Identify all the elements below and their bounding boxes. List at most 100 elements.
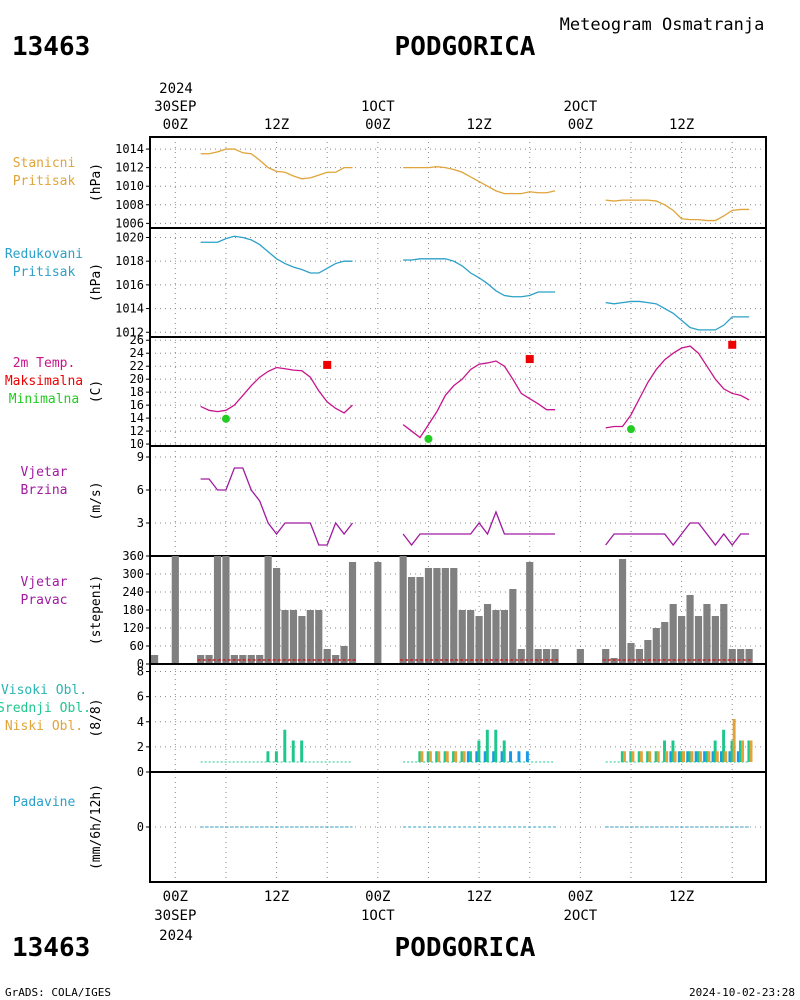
station-name-footer: PODGORICA: [395, 933, 536, 963]
bottom-date-label: 30SEP: [154, 908, 196, 924]
cloud-bar: [502, 740, 506, 762]
wind-dir-bar: [247, 655, 255, 664]
wind-dir-bar: [399, 556, 407, 664]
y-tick-label: 1006: [115, 216, 144, 230]
y-tick-label: 180: [122, 603, 144, 617]
wind-dir-bar: [635, 649, 644, 664]
tmin-marker: [424, 434, 433, 443]
cloud-bar: [654, 751, 658, 762]
wind-dir-bar: [348, 562, 357, 664]
cloud-bar: [694, 751, 698, 762]
top-date-label: 30SEP: [154, 99, 196, 115]
cloud-bar: [698, 751, 702, 762]
cloud-bar: [686, 751, 690, 762]
top-tick-label: 12Z: [669, 117, 694, 133]
wind-dir-bar: [492, 610, 500, 664]
y-tick-label: 22: [130, 359, 144, 373]
top-time-axis: 00Z 30SEP 12Z 00Z 1OCT 12Z 00Z 2OCT 12Z: [154, 99, 694, 133]
cloud-bar: [656, 751, 660, 762]
cloud-bar: [622, 751, 626, 762]
wind-dir-bar: [281, 610, 289, 664]
cloud-bar: [669, 751, 673, 762]
cloud-bar: [732, 719, 736, 762]
y-tick-label: 14: [130, 411, 144, 425]
y-tick-label: 120: [122, 621, 144, 635]
wind-dir-bar: [332, 655, 340, 664]
top-tick-label: 12Z: [264, 117, 289, 133]
cloud-bar: [428, 751, 432, 762]
cloud-bar: [485, 729, 489, 762]
panel-frame: [149, 136, 767, 229]
wind-dir-bar: [222, 556, 230, 664]
cloud-bar: [443, 751, 447, 762]
wind-dir-bar: [500, 610, 508, 664]
panel-label: Maksimalna: [5, 374, 83, 389]
cloud-bar: [736, 751, 740, 762]
series-line: [403, 258, 556, 298]
cloud-bar: [703, 751, 707, 762]
wind-dir-bar: [576, 649, 584, 664]
cloud-bar: [483, 751, 487, 762]
wind-dir-bar: [669, 604, 677, 664]
cloud-bar: [639, 751, 643, 762]
y-tick-label: 3: [137, 516, 144, 530]
wind-dir-bar: [694, 616, 703, 664]
y-tick-label: 1008: [115, 198, 144, 212]
wind-dir-bar: [340, 646, 348, 664]
y-tick-label: 1012: [115, 161, 144, 175]
wind-dir-bar: [467, 610, 475, 664]
cloud-bar: [688, 751, 692, 762]
cloud-bar: [629, 751, 633, 762]
panel-precipitation: 0 (mm/6h/12h) Padavine: [13, 771, 767, 883]
panel-label: Pritisak: [13, 265, 76, 280]
bottom-tick-label: 12Z: [466, 889, 491, 905]
wind-dir-bar: [323, 649, 331, 664]
wind-dir-bar: [416, 577, 424, 664]
cloud-bar: [722, 729, 726, 762]
y-axis-unit: (C): [89, 380, 104, 403]
wind-dir-bar: [652, 628, 660, 664]
y-tick-label: 240: [122, 585, 144, 599]
y-tick-label: 16: [130, 398, 144, 412]
y-tick-label: 300: [122, 567, 144, 581]
cloud-bar: [679, 751, 683, 762]
panel-label: Padavine: [13, 795, 76, 810]
series-line: [605, 345, 750, 429]
series-line: [200, 467, 354, 546]
station-name-header: PODGORICA: [395, 32, 536, 62]
cloud-bar: [468, 751, 472, 762]
wind-dir-bar: [483, 604, 492, 664]
cloud-bar: [460, 751, 464, 762]
cloud-bar: [648, 751, 652, 762]
y-tick-label: 0: [137, 820, 144, 834]
bottom-date-label: 1OCT: [361, 908, 395, 924]
series-line: [605, 300, 750, 331]
wind-dir-bar: [424, 568, 433, 664]
cloud-bar: [418, 751, 422, 762]
series-line: [200, 235, 353, 274]
y-tick-label: 1014: [115, 302, 144, 316]
y-tick-label: 1016: [115, 278, 144, 292]
top-tick-label: 00Z: [163, 117, 188, 133]
cloud-bar: [517, 751, 521, 762]
wind-dir-bar: [610, 658, 618, 664]
tmax-marker: [323, 360, 332, 369]
timestamp-text: 2024-10-02-23:28: [689, 986, 795, 999]
y-tick-label: 1020: [115, 230, 144, 244]
wind-dir-bar: [433, 568, 441, 664]
cloud-bar: [494, 729, 498, 762]
y-axis-unit: (mm/6h/12h): [89, 784, 104, 870]
cloud-bar: [426, 751, 430, 762]
wind-dir-bar: [728, 649, 736, 664]
series-line: [402, 360, 556, 439]
wind-dir-bar: [298, 616, 306, 664]
station-id-footer: 13463: [12, 933, 90, 963]
cloud-bar: [646, 751, 650, 762]
panel-reduced_pressure: 1012 1014 1016 1018 1020 (hPa) Redukovani Priti…: [5, 227, 767, 339]
cloud-bar: [690, 751, 694, 762]
y-tick-label: 1014: [115, 142, 144, 156]
top-date-label: 2OCT: [563, 99, 597, 115]
series-line: [200, 366, 353, 414]
wind-dir-bar: [602, 649, 610, 664]
